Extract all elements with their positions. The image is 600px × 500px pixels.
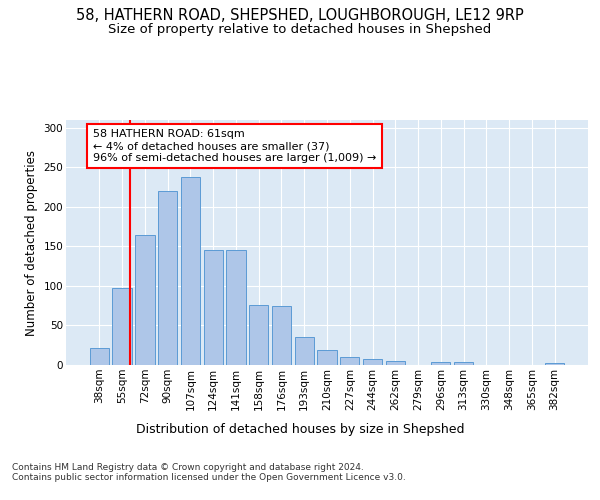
Bar (203, 250, 223, 365)
Bar (386, 361, 405, 365)
Text: Size of property relative to detached houses in Shepshed: Size of property relative to detached ho… (109, 22, 491, 36)
Text: Contains HM Land Registry data © Crown copyright and database right 2024.
Contai: Contains HM Land Registry data © Crown c… (12, 462, 406, 482)
Bar (249, 305, 268, 365)
Text: Distribution of detached houses by size in Shepshed: Distribution of detached houses by size … (136, 422, 464, 436)
Y-axis label: Number of detached properties: Number of detached properties (25, 150, 38, 336)
Bar (363, 358, 382, 365)
Bar (158, 191, 178, 365)
Bar (317, 350, 337, 365)
Bar (90, 348, 109, 365)
Text: 58 HATHERN ROAD: 61sqm
← 4% of detached houses are smaller (37)
96% of semi-deta: 58 HATHERN ROAD: 61sqm ← 4% of detached … (92, 130, 376, 162)
Bar (272, 306, 291, 365)
Bar (181, 177, 200, 365)
Bar (545, 364, 564, 365)
Bar (226, 250, 245, 365)
Bar (295, 338, 314, 365)
Bar (431, 362, 451, 365)
Bar (112, 288, 132, 365)
Text: 58, HATHERN ROAD, SHEPSHED, LOUGHBOROUGH, LE12 9RP: 58, HATHERN ROAD, SHEPSHED, LOUGHBOROUGH… (76, 8, 524, 22)
Bar (340, 357, 359, 365)
Bar (135, 234, 155, 365)
Bar (454, 362, 473, 365)
